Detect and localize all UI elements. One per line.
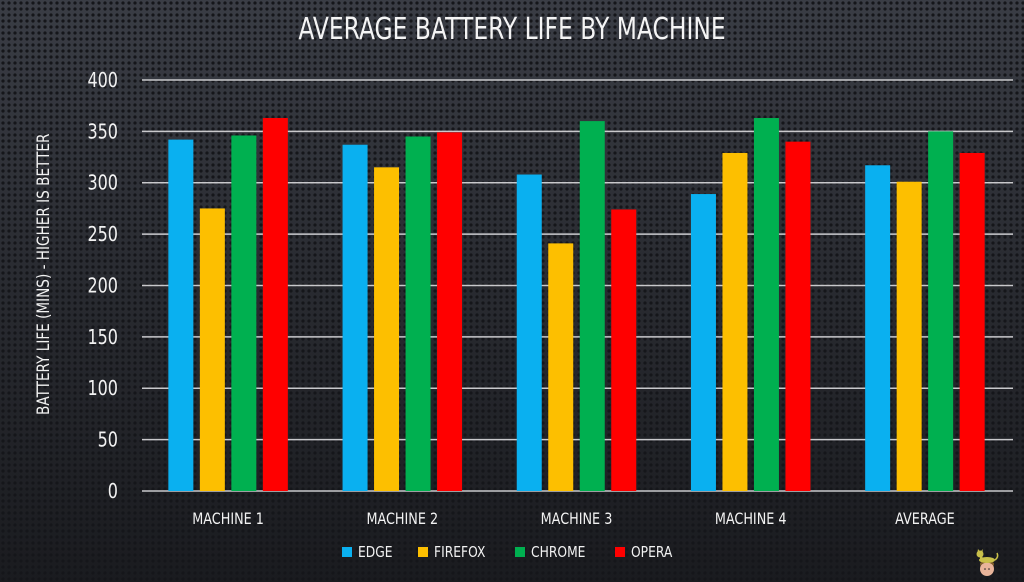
y-tick-labels: 0 50 100 150 200 250 300 350 400 [87, 69, 118, 503]
legend-item-opera: OPERA [615, 543, 681, 561]
legend-item-firefox: FIREFOX [418, 543, 497, 561]
y-tick-label: 400 [87, 69, 118, 92]
y-tick-label: 200 [87, 275, 118, 298]
x-tick-label: MACHINE 1 [192, 511, 264, 529]
x-tick-labels: MACHINE 1 MACHINE 2 MACHINE 3 MACHINE 4 AVER… [192, 511, 954, 529]
bar-firefox-average [896, 181, 922, 491]
bar-chrome-machine-1 [231, 135, 257, 492]
bar-opera-machine-2 [437, 132, 463, 491]
bar-chrome-average [928, 131, 954, 491]
bars [168, 118, 985, 492]
legend-swatch [515, 547, 526, 557]
y-tick-label: 0 [108, 480, 118, 503]
bar-edge-machine-3 [516, 174, 542, 491]
y-tick-label: 50 [98, 429, 118, 452]
legend-label: CHROME [531, 543, 586, 561]
cat-on-head-logo-icon [976, 549, 999, 576]
x-tick-label: MACHINE 4 [715, 511, 787, 529]
bar-chrome-machine-4 [753, 118, 779, 491]
bar-firefox-machine-2 [374, 167, 400, 491]
legend-swatch [342, 547, 353, 557]
y-tick-label: 350 [87, 121, 118, 144]
x-tick-label: MACHINE 3 [541, 511, 613, 529]
bar-edge-average [865, 165, 891, 491]
legend: EDGE FIREFOX CHROME OPERA [0, 543, 1024, 561]
y-tick-label: 250 [87, 223, 118, 246]
y-tick-label: 100 [87, 378, 118, 401]
bar-opera-machine-4 [785, 141, 811, 491]
chart-title: AVERAGE BATTERY LIFE BY MACHINE [298, 12, 726, 47]
legend-label: FIREFOX [434, 543, 486, 561]
bar-chrome-machine-2 [405, 136, 431, 491]
bar-opera-machine-3 [611, 209, 637, 491]
bar-edge-machine-2 [342, 144, 368, 492]
bar-chrome-machine-3 [579, 121, 605, 491]
bar-firefox-machine-3 [548, 243, 574, 491]
bar-firefox-machine-4 [722, 152, 748, 491]
bar-edge-machine-4 [690, 194, 716, 492]
y-tick-label: 300 [87, 172, 118, 195]
legend-swatch [615, 547, 626, 557]
legend-label: OPERA [631, 543, 673, 561]
x-tick-label: MACHINE 2 [366, 511, 438, 529]
legend-item-edge: EDGE [342, 543, 400, 561]
legend-item-chrome: CHROME [515, 543, 597, 561]
bar-opera-average [959, 152, 985, 491]
legend-label: EDGE [358, 543, 393, 561]
bar-firefox-machine-1 [199, 208, 225, 491]
bar-edge-machine-1 [168, 139, 194, 491]
x-tick-label: AVERAGE [895, 511, 955, 529]
y-tick-label: 150 [87, 326, 118, 349]
legend-swatch [418, 547, 429, 557]
bar-opera-machine-1 [262, 118, 288, 491]
